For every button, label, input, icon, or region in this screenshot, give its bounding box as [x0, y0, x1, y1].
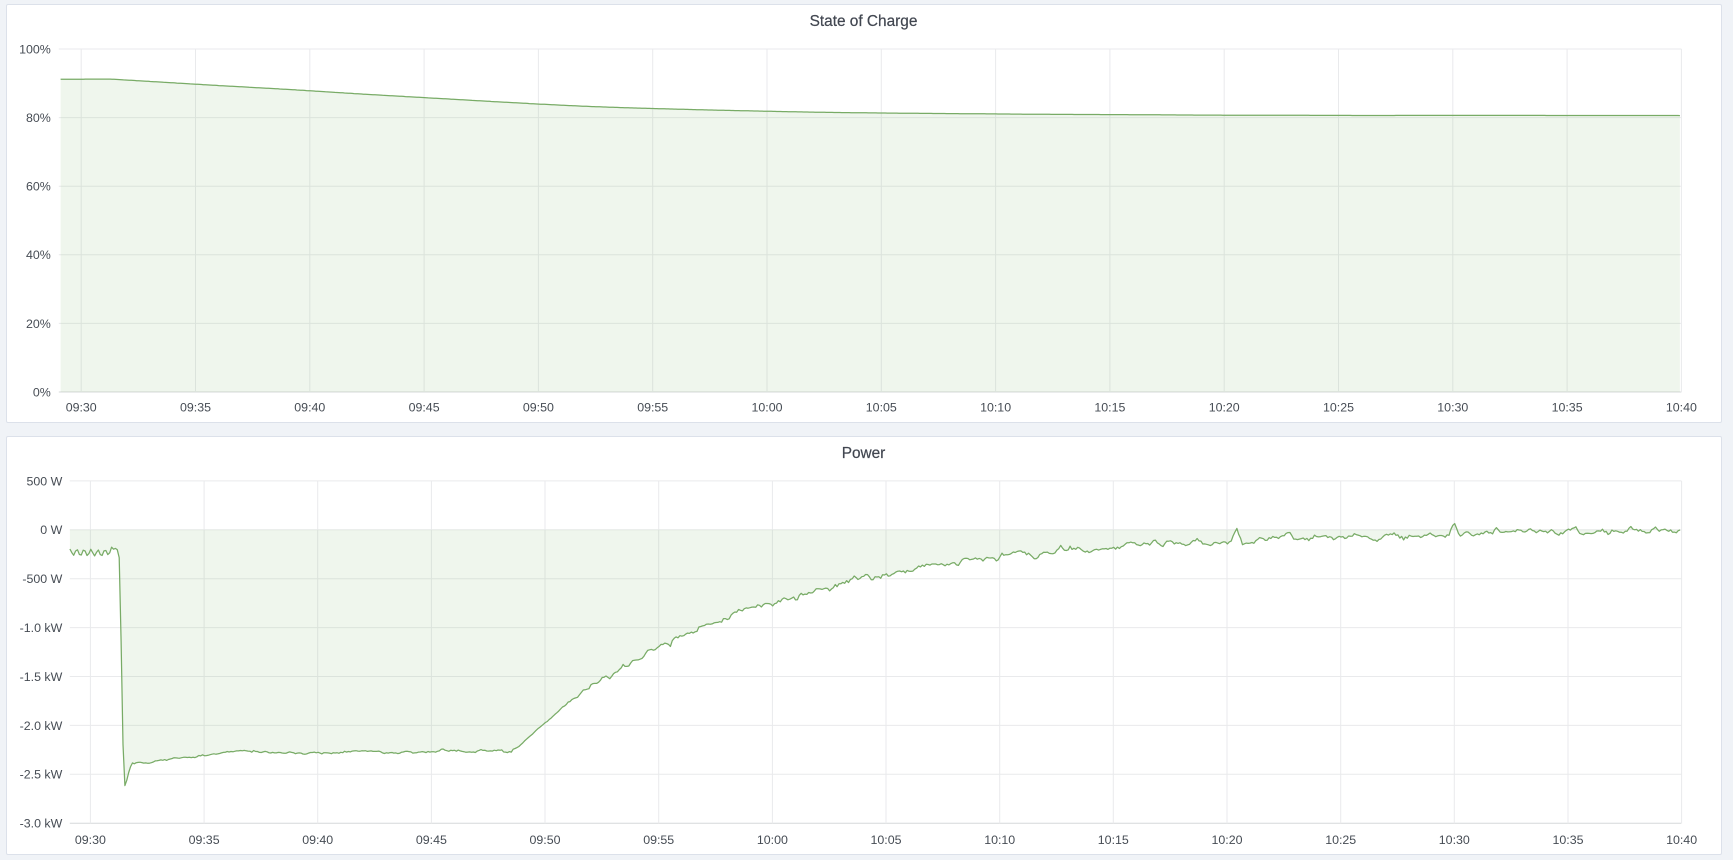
svg-text:0 W: 0 W [40, 523, 62, 537]
svg-text:09:45: 09:45 [416, 833, 447, 847]
svg-text:-2.5 kW: -2.5 kW [20, 768, 63, 782]
svg-text:09:30: 09:30 [66, 400, 97, 414]
svg-text:10:05: 10:05 [870, 833, 901, 847]
svg-text:10:15: 10:15 [1098, 833, 1129, 847]
svg-text:09:35: 09:35 [180, 400, 211, 414]
svg-text:10:05: 10:05 [866, 400, 897, 414]
svg-text:09:55: 09:55 [643, 833, 674, 847]
svg-text:09:50: 09:50 [529, 833, 560, 847]
svg-text:-3.0 kW: -3.0 kW [20, 817, 63, 831]
svg-text:40%: 40% [26, 248, 51, 262]
svg-text:0%: 0% [33, 385, 51, 399]
svg-text:80%: 80% [26, 111, 51, 125]
svg-text:-2.0 kW: -2.0 kW [20, 719, 63, 733]
svg-text:-500 W: -500 W [22, 572, 62, 586]
svg-text:09:40: 09:40 [302, 833, 333, 847]
svg-text:10:10: 10:10 [980, 400, 1011, 414]
svg-text:10:35: 10:35 [1552, 833, 1583, 847]
svg-text:-1.5 kW: -1.5 kW [20, 670, 63, 684]
svg-text:100%: 100% [19, 42, 51, 56]
svg-text:10:40: 10:40 [1666, 400, 1697, 414]
svg-text:500 W: 500 W [26, 474, 62, 488]
svg-text:10:00: 10:00 [757, 833, 788, 847]
svg-text:09:35: 09:35 [189, 833, 220, 847]
svg-text:09:30: 09:30 [75, 833, 106, 847]
svg-text:10:00: 10:00 [751, 400, 782, 414]
svg-text:09:45: 09:45 [409, 400, 440, 414]
svg-text:10:25: 10:25 [1323, 400, 1354, 414]
svg-text:10:30: 10:30 [1437, 400, 1468, 414]
svg-text:09:50: 09:50 [523, 400, 554, 414]
svg-text:09:55: 09:55 [637, 400, 668, 414]
svg-text:20%: 20% [26, 317, 51, 331]
svg-text:10:25: 10:25 [1325, 833, 1356, 847]
svg-text:10:20: 10:20 [1209, 400, 1240, 414]
svg-text:10:40: 10:40 [1666, 833, 1697, 847]
svg-text:10:15: 10:15 [1094, 400, 1125, 414]
svg-text:10:20: 10:20 [1211, 833, 1242, 847]
svg-text:60%: 60% [26, 180, 51, 194]
svg-text:-1.0 kW: -1.0 kW [20, 621, 63, 635]
svg-text:10:10: 10:10 [984, 833, 1015, 847]
svg-text:09:40: 09:40 [294, 400, 325, 414]
svg-text:10:35: 10:35 [1552, 400, 1583, 414]
svg-text:10:30: 10:30 [1439, 833, 1470, 847]
